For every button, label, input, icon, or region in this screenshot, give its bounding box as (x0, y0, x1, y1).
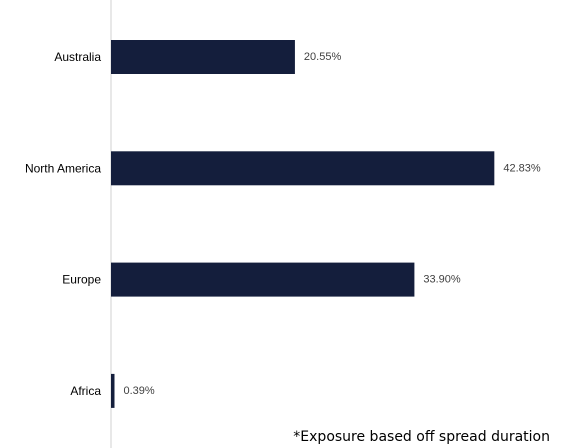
footnote: *Exposure based off spread duration (293, 429, 550, 445)
bars-group: Australia 20.55% North America 42.83% Europe… (25, 40, 541, 408)
value-label-europe: 33.90% (423, 274, 461, 286)
category-label-north-america: North America (25, 161, 101, 175)
category-label-europe: Europe (62, 273, 101, 287)
bar-north-america (111, 151, 495, 186)
category-label-australia: Australia (54, 50, 101, 64)
value-label-australia: 20.55% (304, 51, 342, 63)
bar-europe (111, 262, 415, 297)
value-label-africa: 0.39% (123, 385, 154, 397)
value-label-north-america: 42.83% (503, 162, 541, 174)
category-label-africa: Africa (70, 384, 101, 398)
bar-africa (111, 373, 115, 408)
bar-australia (111, 40, 295, 74)
